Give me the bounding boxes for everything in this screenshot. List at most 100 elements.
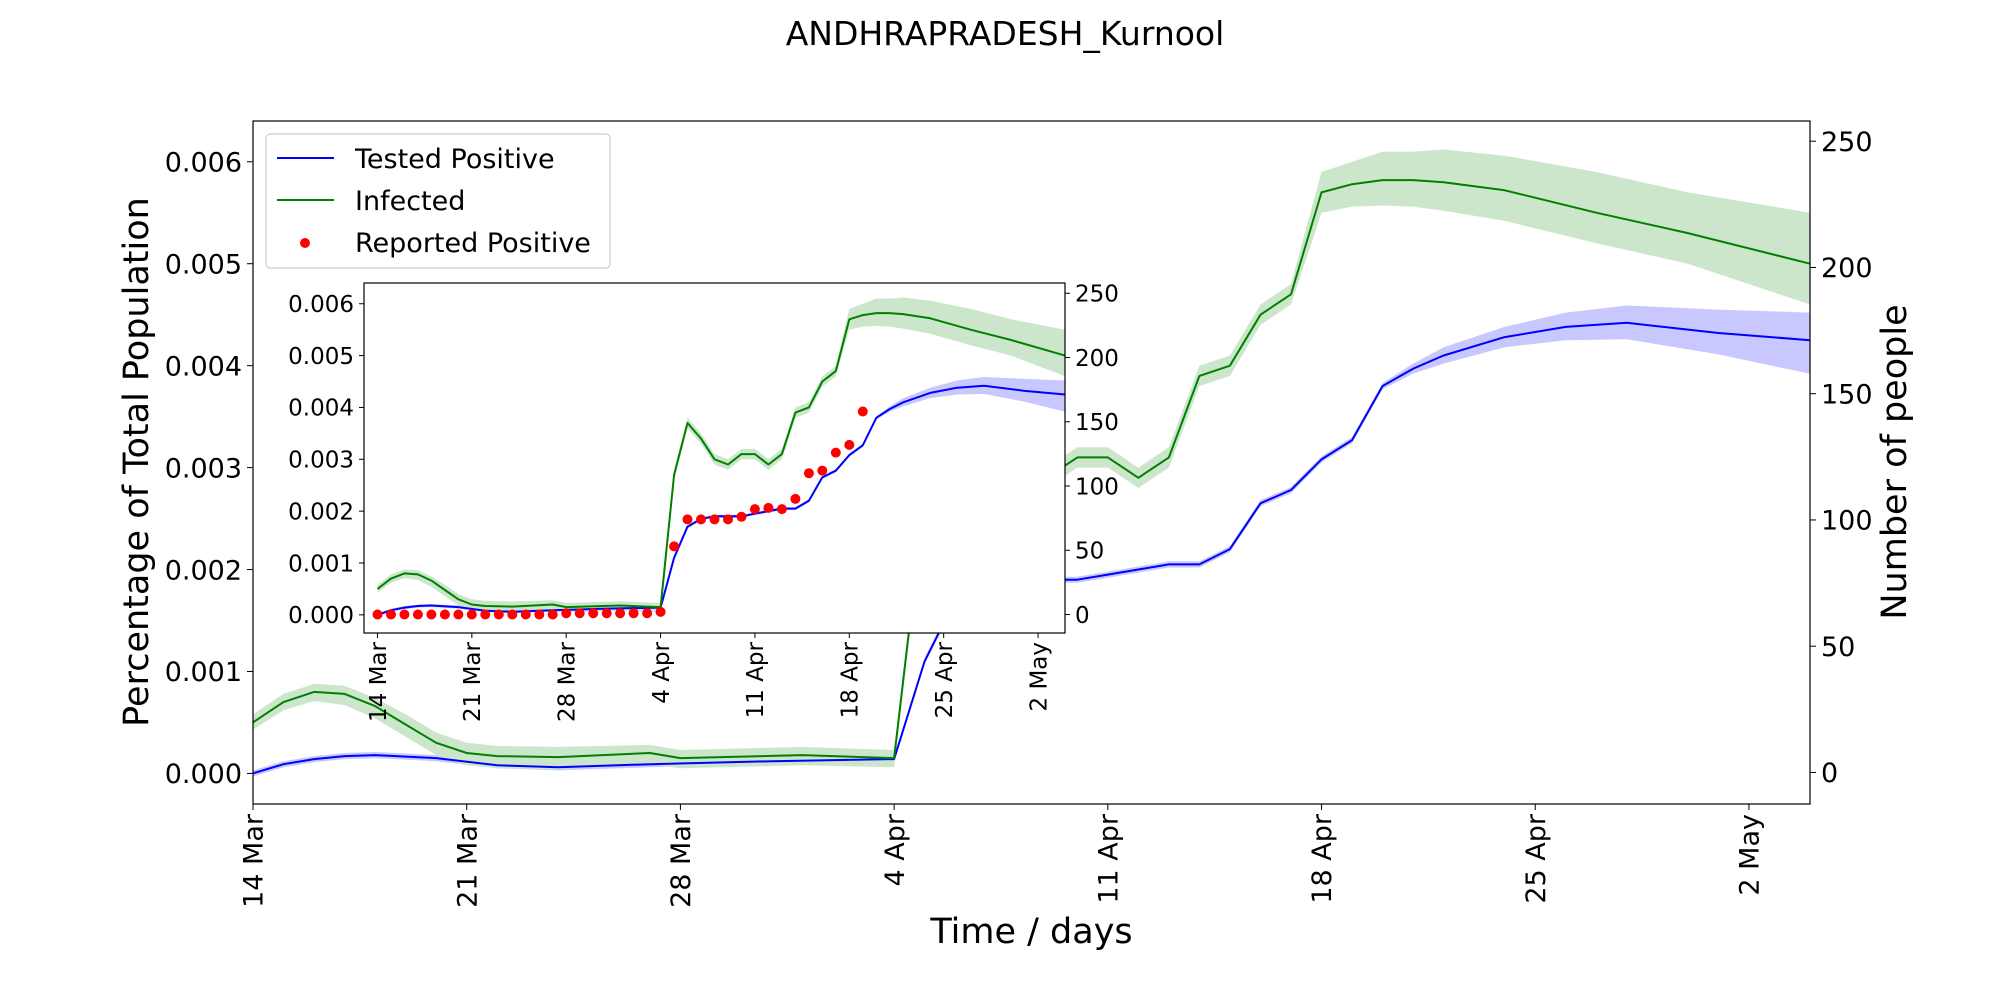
inset-y-tick-label-left: 0.005 bbox=[288, 344, 354, 370]
inset-band-infected bbox=[377, 297, 1065, 613]
inset-reported-positive-point bbox=[426, 609, 437, 620]
inset-y-tick-label-right: 250 bbox=[1075, 282, 1119, 308]
main-x-tick-label: 2 May bbox=[1735, 814, 1766, 896]
main-x-tick-label: 14 Mar bbox=[239, 813, 270, 908]
legend-label: Infected bbox=[355, 186, 465, 217]
y-axis-label-right: Number of people bbox=[1875, 304, 1915, 619]
inset-x-tick-label: 2 May bbox=[1026, 642, 1052, 712]
main-x-tick-label: 21 Mar bbox=[452, 813, 483, 908]
inset-y-tick-label-right: 50 bbox=[1075, 539, 1104, 565]
inset-reported-positive-point bbox=[574, 608, 585, 619]
main-y-tick-label-left: 0.001 bbox=[165, 657, 242, 688]
inset-reported-positive-point bbox=[817, 465, 828, 476]
inset-plot: 14 Mar 21 Mar 28 Mar 4 Apr 11 Apr 18 Apr 25 Ap… bbox=[288, 282, 1119, 722]
main-plot: 14 Mar 21 Mar 28 Mar 4 Apr 11 Apr 18 Apr 25 Ap… bbox=[117, 120, 1915, 952]
inset-reported-positive-point bbox=[493, 609, 504, 620]
main-x-tick-label: 18 Apr bbox=[1307, 813, 1338, 904]
inset-reported-positive-point bbox=[723, 514, 733, 525]
inset-reported-positive-point bbox=[412, 609, 423, 620]
inset-reported-positive-point bbox=[399, 609, 410, 620]
inset-y-tick-label-right: 150 bbox=[1075, 410, 1119, 436]
inset-reported-positive-point bbox=[520, 609, 531, 620]
inset-reported-positive-point bbox=[844, 439, 855, 450]
inset-reported-positive-point bbox=[628, 608, 639, 619]
main-y-tick-label-right: 0 bbox=[1821, 758, 1838, 789]
inset-reported-positive-point bbox=[776, 504, 787, 515]
inset-reported-positive-point bbox=[588, 608, 599, 619]
legend: Tested Positive Infected Reported Positive bbox=[265, 133, 611, 269]
inset-y-tick-label-right: 200 bbox=[1075, 346, 1119, 372]
inset-reported-positive-point bbox=[749, 504, 760, 515]
inset-y-tick-label-right: 100 bbox=[1075, 474, 1119, 500]
inset-y-tick-label-left: 0.006 bbox=[288, 292, 354, 318]
inset-reported-positive-point bbox=[696, 514, 706, 525]
main-y-tick-label-right: 100 bbox=[1821, 506, 1873, 537]
inset-reported-positive-point bbox=[736, 511, 747, 522]
inset-reported-positive-point bbox=[830, 447, 841, 458]
inset-y-tick-label-left: 0.001 bbox=[288, 551, 354, 577]
inset-y-tick-label-left: 0.003 bbox=[288, 448, 354, 474]
inset-x-tick-label: 4 Apr bbox=[649, 641, 675, 703]
inset-reported-positive-point bbox=[655, 606, 666, 617]
inset-x-tick-label: 25 Apr bbox=[932, 641, 958, 718]
inset-x-tick-label: 14 Mar bbox=[366, 641, 392, 722]
main-x-tick-label: 28 Mar bbox=[666, 813, 697, 908]
inset-reported-positive-point bbox=[642, 608, 653, 619]
main-y-tick-label-left: 0.006 bbox=[165, 147, 242, 178]
main-y-tick-label-right: 200 bbox=[1821, 253, 1873, 284]
main-band-infected bbox=[253, 149, 1810, 770]
inset-reported-positive-point bbox=[561, 608, 572, 619]
main-y-tick-label-left: 0.005 bbox=[165, 249, 242, 280]
inset-y-tick-label-left: 0.000 bbox=[288, 603, 354, 629]
inset-reported-positive-point bbox=[601, 608, 612, 619]
inset-x-tick-label: 11 Apr bbox=[743, 641, 769, 718]
main-y-tick-label-right: 50 bbox=[1821, 632, 1855, 663]
inset-reported-positive-point bbox=[386, 609, 396, 620]
inset-line-tested-positive bbox=[377, 384, 1066, 616]
inset-reported-positive-point bbox=[682, 514, 693, 525]
inset-reported-positive-point bbox=[547, 609, 558, 620]
inset-y-tick-label-left: 0.002 bbox=[288, 499, 354, 525]
inset-reported-positive-point bbox=[439, 609, 450, 620]
main-y-tick-label-right: 150 bbox=[1821, 379, 1873, 410]
x-axis-label: Time / days bbox=[929, 912, 1132, 952]
inset-reported-positive-point bbox=[763, 502, 774, 513]
inset-reported-positive-point bbox=[857, 406, 868, 417]
y-axis-label-left: Percentage of Total Population bbox=[117, 197, 157, 727]
inset-line-infected bbox=[376, 312, 1066, 609]
inset-reported-positive-point bbox=[453, 609, 464, 620]
inset-reported-positive-point bbox=[615, 608, 626, 619]
inset-reported-positive-point bbox=[534, 609, 545, 620]
main-y-tick-label-left: 0.004 bbox=[165, 351, 242, 382]
inset-x-tick-label: 28 Mar bbox=[554, 641, 580, 722]
main-y-tick-label-right: 250 bbox=[1821, 127, 1873, 158]
legend-label: Tested Positive bbox=[354, 144, 555, 175]
inset-y-tick-label-right: 0 bbox=[1075, 603, 1090, 629]
inset-reported-positive-point bbox=[803, 468, 814, 479]
main-x-tick-label: 25 Apr bbox=[1521, 813, 1552, 904]
main-y-tick-label-left: 0.002 bbox=[165, 555, 242, 586]
inset-reported-positive-point bbox=[669, 541, 680, 552]
inset-reported-positive-point bbox=[709, 514, 720, 525]
inset-frame bbox=[363, 282, 1066, 634]
legend-box bbox=[265, 133, 611, 269]
inset-reported-positive-point bbox=[466, 609, 477, 620]
inset-reported-positive-point bbox=[507, 609, 518, 620]
main-line-tested-positive bbox=[252, 321, 1811, 775]
inset-y-tick-label-left: 0.004 bbox=[288, 396, 354, 422]
inset-reported-positive-point bbox=[480, 609, 491, 620]
inset-reported-positive-point bbox=[790, 493, 801, 504]
inset-x-tick-label: 18 Apr bbox=[838, 641, 864, 718]
main-frame bbox=[252, 120, 1811, 805]
chart-title: ANDHRAPRADESH_Kurnool bbox=[786, 14, 1225, 53]
legend-label: Reported Positive bbox=[355, 228, 591, 259]
main-y-tick-label-left: 0.000 bbox=[165, 759, 242, 790]
main-x-tick-label: 4 Apr bbox=[880, 813, 911, 886]
inset-x-tick-label: 21 Mar bbox=[460, 641, 486, 722]
inset-reported-positive-point bbox=[372, 609, 383, 620]
main-x-tick-label: 11 Apr bbox=[1094, 813, 1125, 904]
legend-marker-reported-positive bbox=[300, 238, 310, 248]
main-y-tick-label-left: 0.003 bbox=[165, 453, 242, 484]
